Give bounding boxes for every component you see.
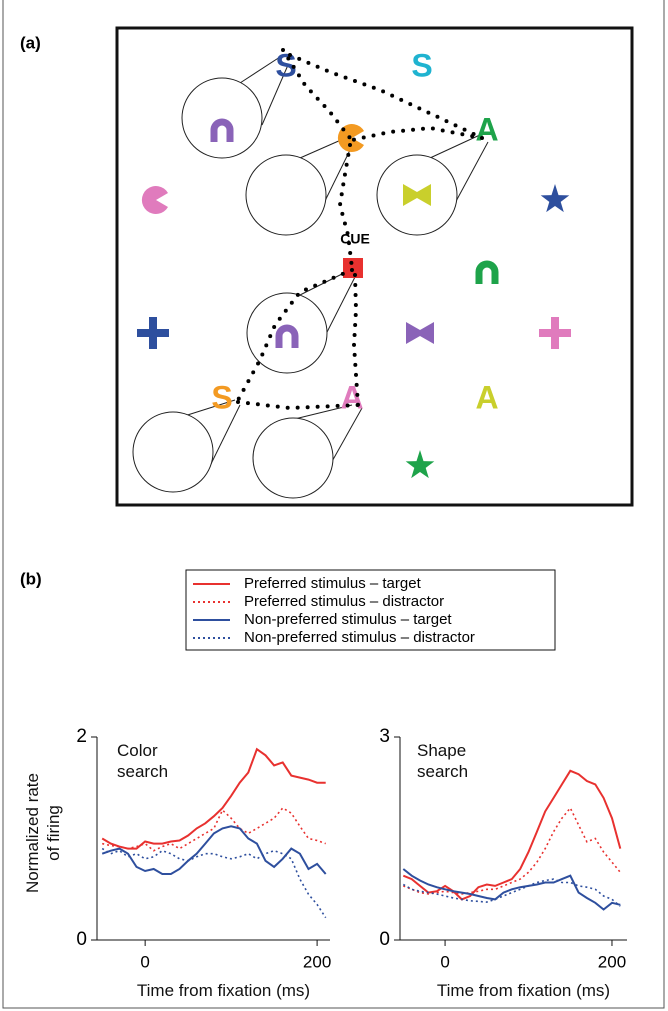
y-tick-label: 3	[379, 726, 390, 747]
series-line	[402, 769, 622, 901]
legend-label: Preferred stimulus – target	[244, 575, 422, 592]
y-tick-label: 2	[76, 726, 87, 747]
letter: A	[340, 379, 363, 415]
letter: S	[411, 47, 432, 83]
zoom-circles	[132, 54, 489, 499]
panel-label: (a)	[20, 33, 41, 52]
y-tick-label: 0	[379, 929, 390, 950]
y-tick-label: 0	[76, 929, 87, 950]
x-tick-label: 0	[140, 952, 149, 971]
series-line	[402, 806, 621, 895]
legend-frame	[185, 569, 556, 651]
display-shapes	[137, 124, 571, 479]
series-line	[101, 747, 326, 850]
cue-label: CUE	[340, 231, 370, 247]
chart-title: Shape search	[417, 741, 469, 781]
cue-square	[343, 258, 363, 278]
x-tick-label: 0	[440, 952, 449, 971]
x-tick-label: 200	[303, 952, 331, 971]
series-line	[402, 868, 621, 911]
plus-shape	[137, 317, 169, 349]
star-shape	[405, 450, 435, 479]
x-axis-label: Time from fixation (ms)	[436, 981, 611, 1000]
scanpath	[236, 48, 484, 411]
letter: S	[211, 379, 232, 415]
y-axis-label: Normalized rate of firing	[23, 773, 63, 893]
crescent-shape	[211, 251, 226, 281]
legend-label: Non-preferred stimulus – distractor	[244, 629, 475, 646]
legend-label: Preferred stimulus – distractor	[244, 593, 444, 610]
letter: A	[475, 111, 498, 147]
letter: A	[475, 379, 498, 415]
star-shape	[540, 184, 570, 213]
legend-label: Non-preferred stimulus – target	[244, 611, 452, 628]
series-line	[101, 847, 327, 919]
pacman-shape	[141, 186, 168, 214]
series-line	[102, 806, 326, 852]
x-tick-label: 200	[598, 952, 626, 971]
bowtie-shape	[406, 322, 434, 344]
chart-title: Color search	[117, 741, 169, 781]
series-line	[101, 825, 327, 875]
arch-shape	[479, 264, 495, 284]
panel-label: (b)	[20, 569, 42, 588]
plus-shape	[539, 317, 571, 349]
x-axis-label: Time from fixation (ms)	[136, 981, 311, 1000]
display-frame	[115, 26, 634, 507]
